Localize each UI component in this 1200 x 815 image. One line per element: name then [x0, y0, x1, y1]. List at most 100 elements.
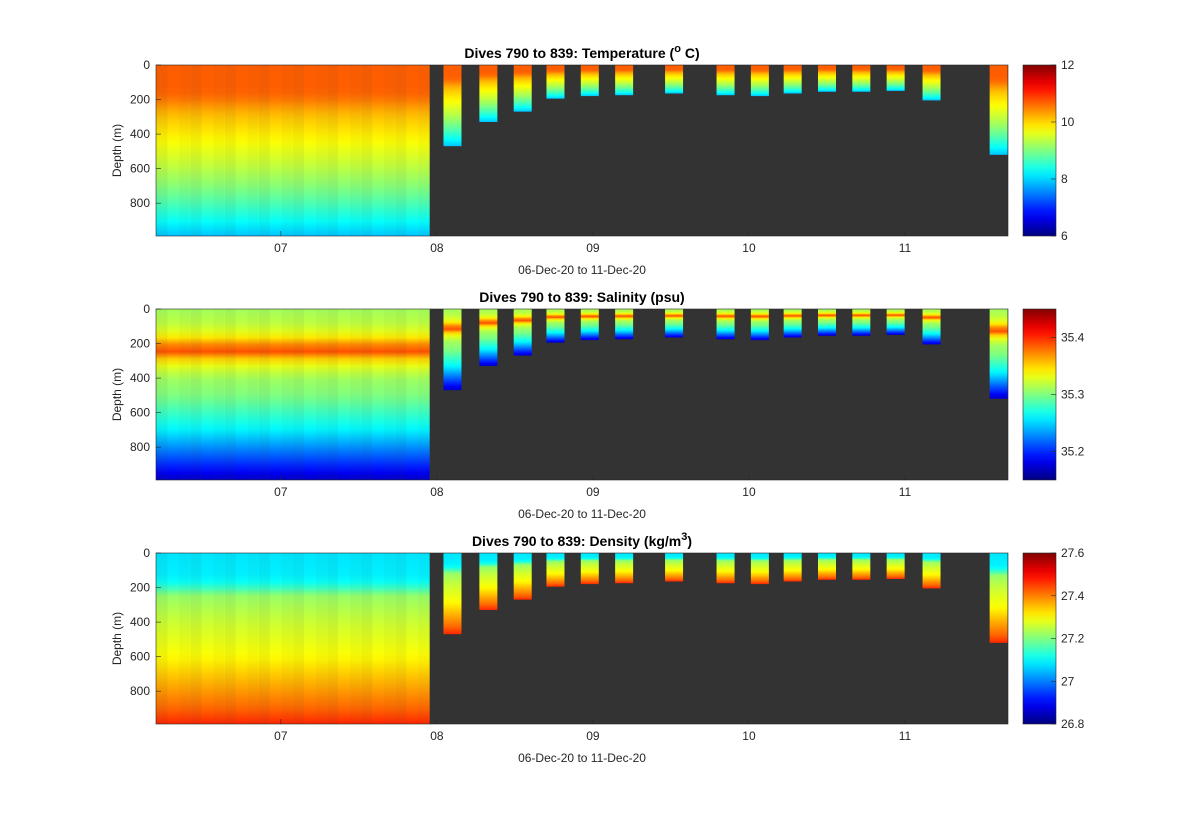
- profile-column: [201, 553, 214, 724]
- profile-column: [167, 65, 180, 236]
- profile-column: [303, 309, 316, 480]
- x-tick-label: 11: [899, 241, 912, 255]
- panel-3: 0 200 400 600 800 07 08 09 10 11 06-Dec-20 to 11-D…: [110, 531, 1085, 765]
- dive-profile: [817, 309, 836, 336]
- dive-profile: [479, 65, 498, 122]
- profile-column: [338, 309, 351, 480]
- dive-profile: [783, 553, 802, 582]
- dive-profile: [443, 65, 462, 147]
- dive-profile: [817, 553, 836, 580]
- profile-column: [315, 553, 328, 724]
- title-text: Dives 790 to 839: Salinity (psu): [479, 289, 684, 305]
- profile-column: [326, 309, 339, 480]
- colorbar-scale: [1022, 552, 1057, 725]
- dive-profile: [615, 309, 634, 340]
- title-superscript: 3: [681, 531, 687, 543]
- title-text: Dives 790 to 839: Density (kg/m: [472, 533, 681, 549]
- y-tick-label: 400: [130, 371, 150, 385]
- profile-column: [167, 553, 180, 724]
- colorbar-tick-label: 27.4: [1061, 589, 1085, 603]
- colorbar-tick-label: 35.4: [1061, 331, 1085, 345]
- profile-column: [360, 553, 373, 724]
- y-tick-label: 800: [130, 684, 150, 698]
- profile-column: [269, 309, 282, 480]
- panel-2: 0 200 400 600 800 07 08 09 10 11 06-Dec-20 to 11-D…: [110, 289, 1085, 521]
- profile-column: [201, 65, 214, 236]
- profile-column: [156, 65, 168, 236]
- x-tick-label: 10: [742, 729, 756, 743]
- colorbar-tick-label: 27: [1061, 674, 1075, 688]
- title-tail: ): [687, 533, 692, 549]
- profile-column: [269, 65, 282, 236]
- chart-title: Dives 790 to 839: Temperature (o C): [464, 43, 699, 61]
- colorbar-tick-label: 10: [1061, 115, 1075, 129]
- profile-column: [315, 65, 328, 236]
- profile-column: [212, 309, 225, 480]
- y-tick-label: 600: [130, 406, 150, 420]
- profile-column: [258, 309, 271, 480]
- profile-column: [258, 65, 271, 236]
- x-tick-label: 10: [742, 485, 756, 499]
- profile-column: [247, 553, 260, 724]
- profile-column: [235, 65, 248, 236]
- dive-profile: [886, 65, 905, 91]
- axes-box: [155, 64, 1009, 237]
- x-tick-label: 08: [430, 241, 444, 255]
- profile-column: [406, 553, 419, 724]
- profile-column: [383, 553, 396, 724]
- chart-title: Dives 790 to 839: Salinity (psu): [479, 289, 684, 305]
- profile-column: [417, 309, 430, 480]
- profile-column: [178, 553, 191, 724]
- profile-column: [178, 65, 191, 236]
- y-tick-label: 0: [143, 302, 150, 316]
- profile-column: [178, 309, 191, 480]
- dive-profile: [716, 309, 735, 340]
- dive-profile: [546, 65, 565, 99]
- y-tick-label: 800: [130, 196, 150, 210]
- x-axis-label: 06-Dec-20 to 11-Dec-20: [518, 751, 646, 765]
- y-tick-label: 400: [130, 127, 150, 141]
- profile-column: [224, 553, 237, 724]
- profile-column: [338, 65, 351, 236]
- profile-column: [326, 553, 339, 724]
- dive-profile: [852, 553, 871, 580]
- profile-column: [315, 309, 328, 480]
- colorbar-tick-label: 26.8: [1061, 717, 1085, 731]
- profile-column: [349, 553, 362, 724]
- profile-column: [224, 309, 237, 480]
- x-tick-label: 07: [274, 485, 288, 499]
- dive-profile: [989, 309, 1008, 399]
- profile-column: [406, 309, 419, 480]
- profile-column: [190, 309, 203, 480]
- colorbar-scale: [1022, 64, 1057, 237]
- dive-profile: [443, 309, 462, 391]
- dive-profile: [716, 553, 735, 584]
- axes-box: [155, 308, 1009, 481]
- dive-profile: [852, 65, 871, 92]
- profile-column: [417, 65, 430, 236]
- dive-profile: [922, 309, 941, 345]
- dive-profile: [750, 309, 769, 341]
- profile-column: [224, 65, 237, 236]
- profile-column: [349, 309, 362, 480]
- dive-profile: [817, 65, 836, 92]
- dive-profile: [665, 65, 684, 94]
- colorbar: 6 8 10 12: [1022, 58, 1075, 243]
- dive-profile: [615, 65, 634, 96]
- profile-column: [406, 65, 419, 236]
- dive-profile: [922, 553, 941, 589]
- y-axis-label: Depth (m): [110, 368, 124, 421]
- dive-profile: [580, 553, 599, 585]
- profile-column: [372, 65, 385, 236]
- x-axis-label: 06-Dec-20 to 11-Dec-20: [518, 507, 646, 521]
- profile-column: [235, 553, 248, 724]
- colorbar-tick-label: 27.2: [1061, 632, 1085, 646]
- x-tick-label: 09: [586, 485, 600, 499]
- profile-column: [372, 553, 385, 724]
- profile-column: [349, 65, 362, 236]
- dive-profile: [665, 309, 684, 338]
- x-tick-label: 11: [899, 729, 912, 743]
- profile-column: [394, 553, 407, 724]
- dive-profile: [989, 65, 1008, 155]
- y-tick-label: 200: [130, 93, 150, 107]
